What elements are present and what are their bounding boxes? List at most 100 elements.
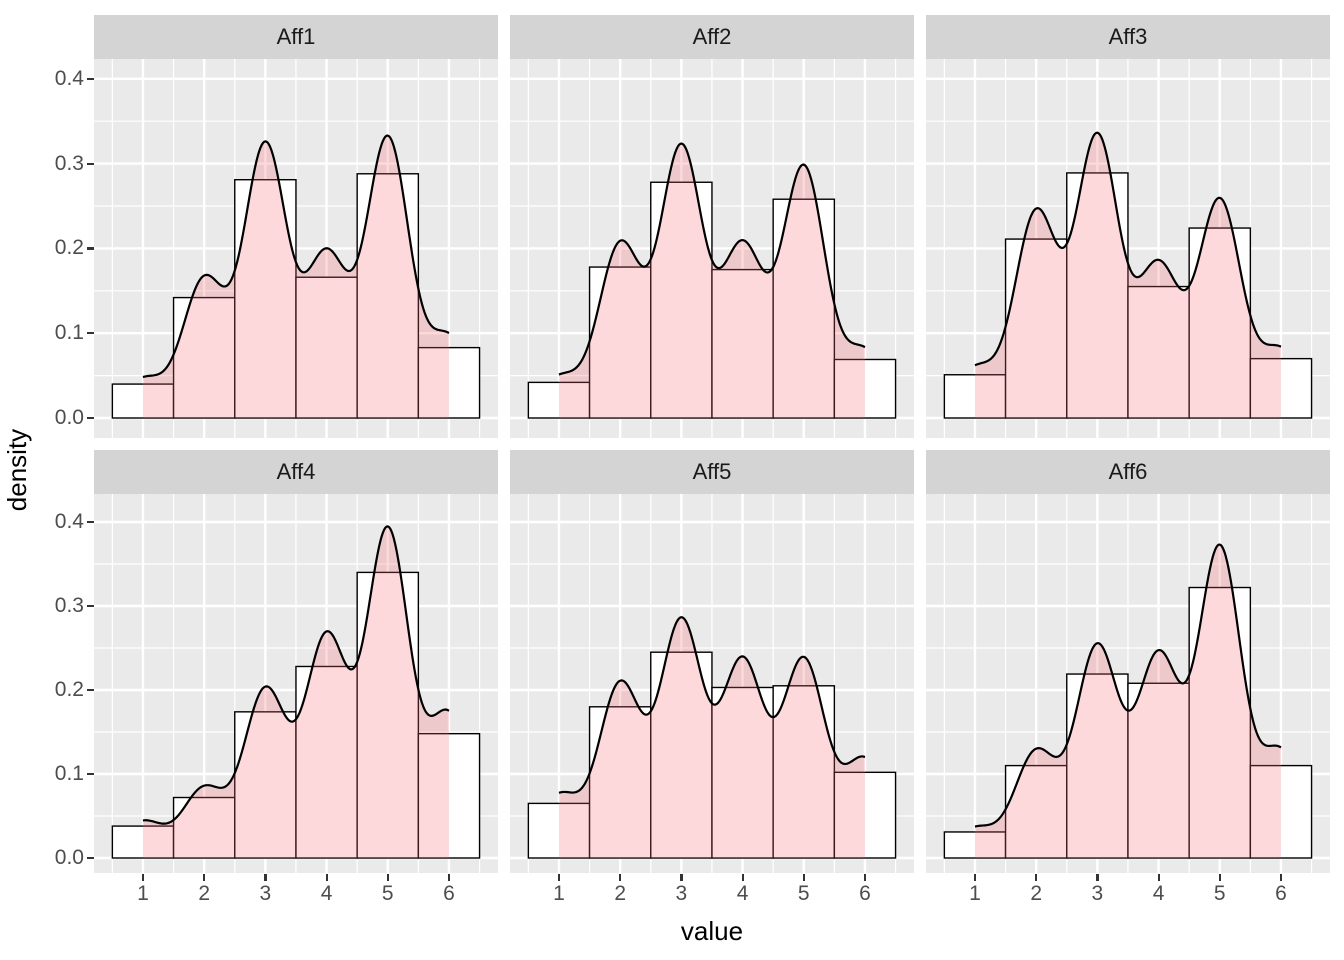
histogram-bar <box>833 771 897 859</box>
histogram-bar <box>295 276 358 419</box>
x-tick-mark <box>141 874 145 881</box>
x-tick-label: 5 <box>797 882 810 905</box>
histogram-bar <box>234 711 297 859</box>
density-area <box>142 135 449 418</box>
x-tick-label: 2 <box>1030 882 1042 905</box>
histogram-bar <box>295 665 358 859</box>
facet-panel-aff2 <box>510 59 914 438</box>
x-tick-label: 6 <box>443 882 455 905</box>
histogram-bar <box>417 346 481 419</box>
y-axis-title: density <box>2 428 32 512</box>
facet-panel-aff3 <box>926 59 1330 438</box>
facet-panel-aff6 <box>926 494 1330 873</box>
facet-strip-aff4: Aff4 <box>94 450 498 494</box>
y-tick-label: 0.0 <box>54 406 84 429</box>
density-curve <box>142 134 450 379</box>
histogram-bar <box>1249 357 1313 419</box>
facet-strip-label: Aff3 <box>1108 24 1148 49</box>
y-tick-label: 0.2 <box>54 236 84 260</box>
facet-strip-label: Aff2 <box>692 24 732 49</box>
y-tick-label: 0.1 <box>54 762 84 785</box>
x-tick-label: 5 <box>381 882 394 905</box>
y-tick-mark <box>87 857 94 860</box>
x-tick-label: 2 <box>614 882 626 905</box>
histogram-bar <box>527 381 591 419</box>
x-tick-label: 1 <box>137 882 149 905</box>
x-tick-label: 5 <box>1213 882 1226 905</box>
facet-panel-aff1 <box>94 59 498 438</box>
histogram-bar <box>1249 764 1313 859</box>
density-area <box>974 544 1281 858</box>
density-curve <box>974 131 1282 367</box>
density-curve <box>558 616 866 794</box>
x-tick-mark <box>1157 874 1160 881</box>
y-tick-mark <box>87 247 94 250</box>
y-tick-mark <box>87 689 94 692</box>
y-tick-mark <box>87 162 94 165</box>
facet-strip-label: Aff5 <box>692 459 732 484</box>
histogram-bar <box>1004 238 1068 419</box>
y-tick-mark <box>87 332 94 335</box>
x-tick-mark <box>863 874 867 881</box>
histogram-bar <box>588 266 652 419</box>
density-area <box>974 132 1281 418</box>
x-tick-mark <box>325 874 328 881</box>
x-tick-label: 3 <box>1091 882 1104 905</box>
x-tick-label: 4 <box>1152 882 1165 905</box>
facet-strip-label: Aff6 <box>1108 459 1148 484</box>
histogram-bar <box>588 706 652 859</box>
y-tick-label: 0.0 <box>54 846 84 869</box>
x-tick-mark <box>1035 874 1038 881</box>
x-tick-mark <box>802 874 805 881</box>
x-axis-title: value <box>680 916 744 946</box>
facet-strip-aff2: Aff2 <box>510 15 914 59</box>
facet-strip-label: Aff1 <box>276 24 316 49</box>
histogram-bar <box>943 374 1007 419</box>
y-tick-mark <box>87 417 94 420</box>
facet-panel-aff4 <box>94 494 498 873</box>
density-curve <box>558 142 866 376</box>
histogram-bar <box>111 825 175 859</box>
facet-strip-aff5: Aff5 <box>510 450 914 494</box>
density-area <box>558 617 865 858</box>
facet-strip-aff6: Aff6 <box>926 450 1330 494</box>
y-tick-mark <box>87 521 94 524</box>
y-tick-label: 0.4 <box>54 66 84 90</box>
x-tick-mark <box>264 874 267 881</box>
x-tick-label: 6 <box>859 882 871 905</box>
histogram-bar <box>650 651 713 859</box>
x-tick-mark <box>386 874 389 881</box>
x-tick-label: 3 <box>675 882 688 905</box>
y-tick-label: 0.1 <box>54 321 84 345</box>
density-area <box>142 526 449 858</box>
histogram-bar <box>1127 285 1190 419</box>
x-tick-mark <box>1279 874 1283 881</box>
histogram-bar <box>1004 764 1068 859</box>
y-tick-label: 0.3 <box>54 594 84 617</box>
histogram-bar <box>172 296 236 419</box>
x-tick-mark <box>1096 874 1099 881</box>
x-tick-mark <box>973 874 977 881</box>
y-tick-label: 0.4 <box>54 510 84 533</box>
y-tick-mark <box>87 773 94 776</box>
x-tick-label: 3 <box>259 882 272 905</box>
x-tick-mark <box>741 874 744 881</box>
x-tick-mark <box>447 874 451 881</box>
y-tick-mark <box>87 605 94 608</box>
histogram-bar <box>356 173 420 419</box>
x-tick-label: 4 <box>736 882 749 905</box>
y-tick-label: 0.2 <box>54 678 84 701</box>
x-tick-mark <box>680 874 683 881</box>
histogram-bar <box>833 358 897 419</box>
x-tick-label: 6 <box>1275 882 1287 905</box>
y-tick-label: 0.3 <box>54 151 84 175</box>
x-tick-mark <box>557 874 561 881</box>
x-tick-label: 1 <box>969 882 981 905</box>
x-tick-label: 1 <box>553 882 565 905</box>
x-tick-label: 2 <box>198 882 210 905</box>
histogram-bar <box>111 383 175 419</box>
density-curve <box>974 543 1282 828</box>
facet-panel-aff5 <box>510 494 914 873</box>
x-tick-mark <box>1218 874 1221 881</box>
